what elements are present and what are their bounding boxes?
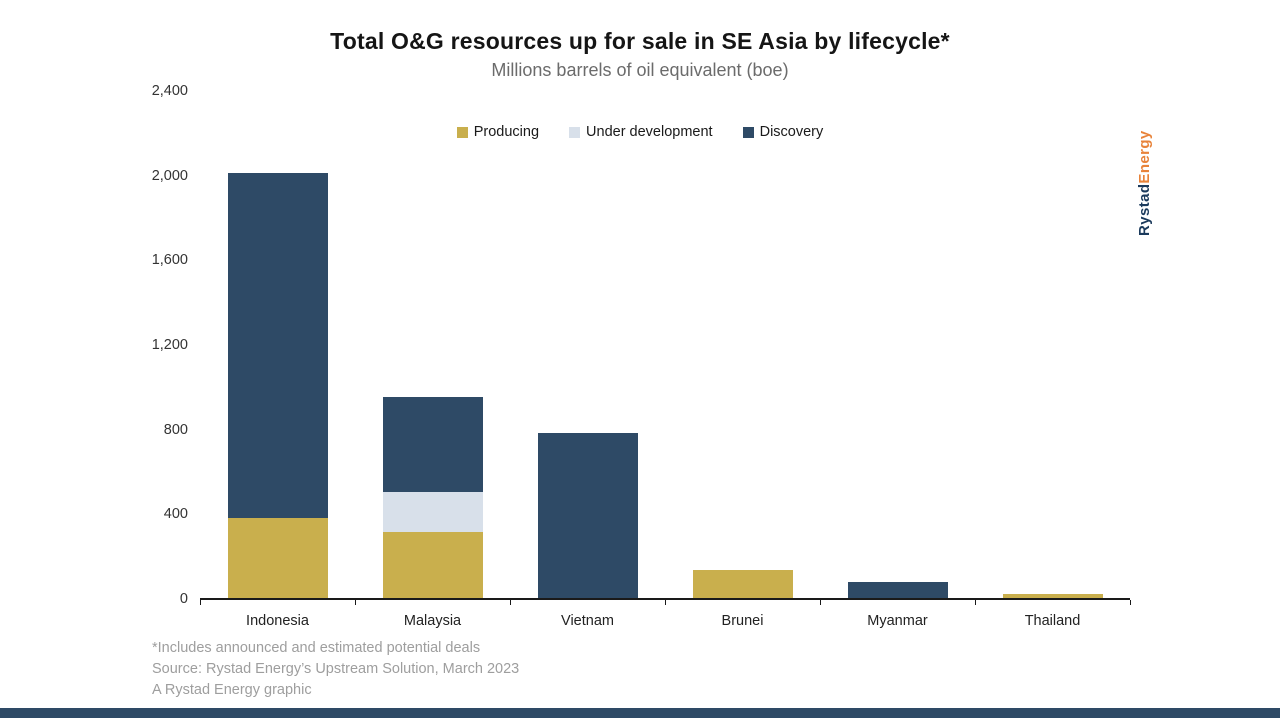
legend-label-producing: Producing	[473, 124, 540, 140]
x-axis-tick	[820, 600, 821, 605]
legend-swatch-discovery	[742, 126, 754, 138]
bar-thailand-producing	[1002, 593, 1103, 598]
plot-area	[200, 92, 1131, 605]
bar-vietnam-discovery	[537, 432, 638, 598]
y-tick-label: 2,000	[151, 167, 188, 184]
chart-title: Total O&G resources up for sale in SE As…	[330, 28, 950, 54]
legend-swatch-producing	[456, 126, 468, 138]
legend-swatch-under-development	[569, 126, 581, 138]
x-axis-tick	[200, 600, 201, 605]
y-tick-label: 800	[163, 421, 188, 438]
y-tick-label: 1,600	[151, 252, 188, 269]
bar-indonesia-producing	[227, 517, 328, 598]
logo-text-rystad: Rystad	[1136, 183, 1153, 236]
legend-item-under-development: Under development	[569, 124, 713, 140]
x-category-label-malaysia: Malaysia	[403, 613, 462, 629]
legend-label-discovery: Discovery	[759, 124, 824, 140]
x-axis-tick	[355, 600, 356, 605]
footnote-line-1: *Includes announced and estimated potent…	[152, 640, 481, 656]
bar-malaysia-under-development	[382, 492, 483, 533]
rystad-energy-logo: RystadEnergy	[1136, 116, 1153, 236]
x-axis-tick	[1130, 600, 1131, 605]
bar-brunei-producing	[692, 570, 793, 598]
x-category-label-vietnam: Vietnam	[561, 613, 614, 629]
chart-subtitle: Millions barrels of oil equivalent (boe)	[491, 60, 789, 80]
footnote-line-2: Source: Rystad Energy’s Upstream Solutio…	[152, 661, 520, 677]
x-category-label-myanmar: Myanmar	[867, 613, 928, 629]
x-category-label-thailand: Thailand	[1024, 613, 1081, 629]
bottom-accent-bar	[0, 708, 1280, 718]
legend: Producing Under development Discovery	[0, 124, 1280, 140]
footnote-line-3: A Rystad Energy graphic	[152, 682, 312, 698]
y-tick-label: 0	[179, 591, 188, 607]
legend-label-under-development: Under development	[586, 124, 713, 140]
bar-malaysia-producing	[382, 532, 483, 598]
bar-indonesia-discovery	[227, 172, 328, 518]
logo-text-energy: Energy	[1136, 130, 1153, 184]
x-axis-tick	[665, 600, 666, 605]
legend-item-producing: Producing	[456, 124, 540, 140]
y-tick-label: 2,400	[151, 83, 188, 99]
footnotes: *Includes announced and estimated potent…	[152, 638, 519, 701]
x-category-label-indonesia: Indonesia	[246, 613, 309, 629]
y-tick-label: 1,200	[151, 337, 188, 353]
legend-item-discovery: Discovery	[742, 124, 824, 140]
x-axis-tick	[975, 600, 976, 605]
x-axis-tick	[510, 600, 511, 605]
bar-myanmar-discovery	[847, 582, 948, 598]
bar-malaysia-discovery	[382, 396, 483, 493]
x-category-label-brunei: Brunei	[721, 613, 764, 629]
y-tick-label: 400	[163, 506, 188, 523]
